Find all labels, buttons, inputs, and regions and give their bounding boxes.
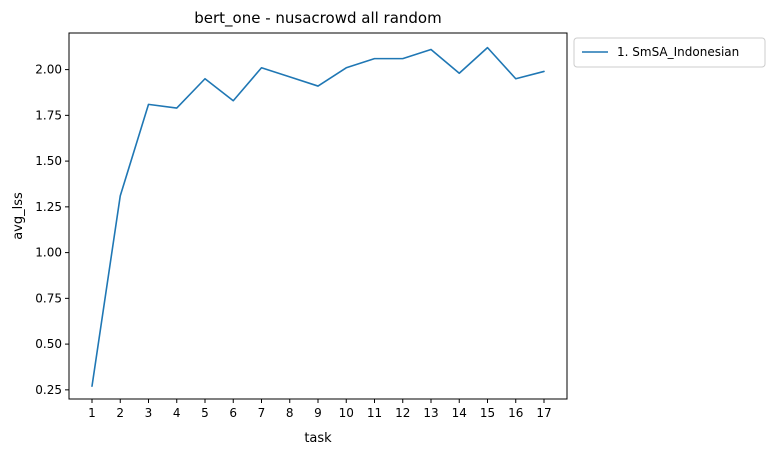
x-tick-label: 13: [423, 406, 438, 420]
y-tick-label: 0.25: [35, 383, 62, 397]
x-tick-label: 1: [88, 406, 96, 420]
x-tick-label: 11: [367, 406, 382, 420]
x-tick-label: 9: [314, 406, 322, 420]
y-tick-label: 2.00: [35, 63, 62, 77]
y-tick-label: 0.75: [35, 291, 62, 305]
y-tick-label: 1.75: [35, 108, 62, 122]
chart-title: bert_one - nusacrowd all random: [194, 9, 441, 28]
x-axis-label: task: [304, 431, 332, 446]
y-tick-label: 1.50: [35, 154, 62, 168]
x-tick-label: 16: [508, 406, 523, 420]
x-tick-label: 7: [258, 406, 266, 420]
y-tick-label: 0.50: [35, 337, 62, 351]
x-tick-label: 14: [452, 406, 467, 420]
x-tick-label: 17: [536, 406, 551, 420]
y-axis-label: avg_lss: [11, 192, 26, 240]
x-axis-ticks: 1 2 3 4 5 6 7 8 9 10 11 12 13 14 15 16 17: [88, 399, 552, 420]
x-tick-label: 12: [395, 406, 410, 420]
legend-box: [573, 37, 766, 68]
x-tick-label: 8: [286, 406, 294, 420]
y-tick-label: 1.00: [35, 246, 62, 260]
x-tick-label: 10: [339, 406, 354, 420]
legend: 1. SmSA_Indonesian: [573, 37, 766, 68]
x-tick-label: 2: [116, 406, 124, 420]
legend-entry-series-1: 1. SmSA_Indonesian: [617, 45, 739, 59]
y-tick-label: 1.25: [35, 200, 62, 214]
x-tick-label: 5: [201, 406, 209, 420]
series-lines: [91, 46, 545, 387]
plot-frame: [68, 32, 568, 400]
x-tick-label: 3: [145, 406, 153, 420]
series-line-1: [91, 46, 545, 387]
x-tick-label: 6: [229, 406, 237, 420]
x-tick-label: 15: [480, 406, 495, 420]
y-axis-ticks: 0.25 0.50 0.75 1.00 1.25 1.50 1.75 2.00: [35, 63, 69, 397]
x-tick-label: 4: [173, 406, 181, 420]
